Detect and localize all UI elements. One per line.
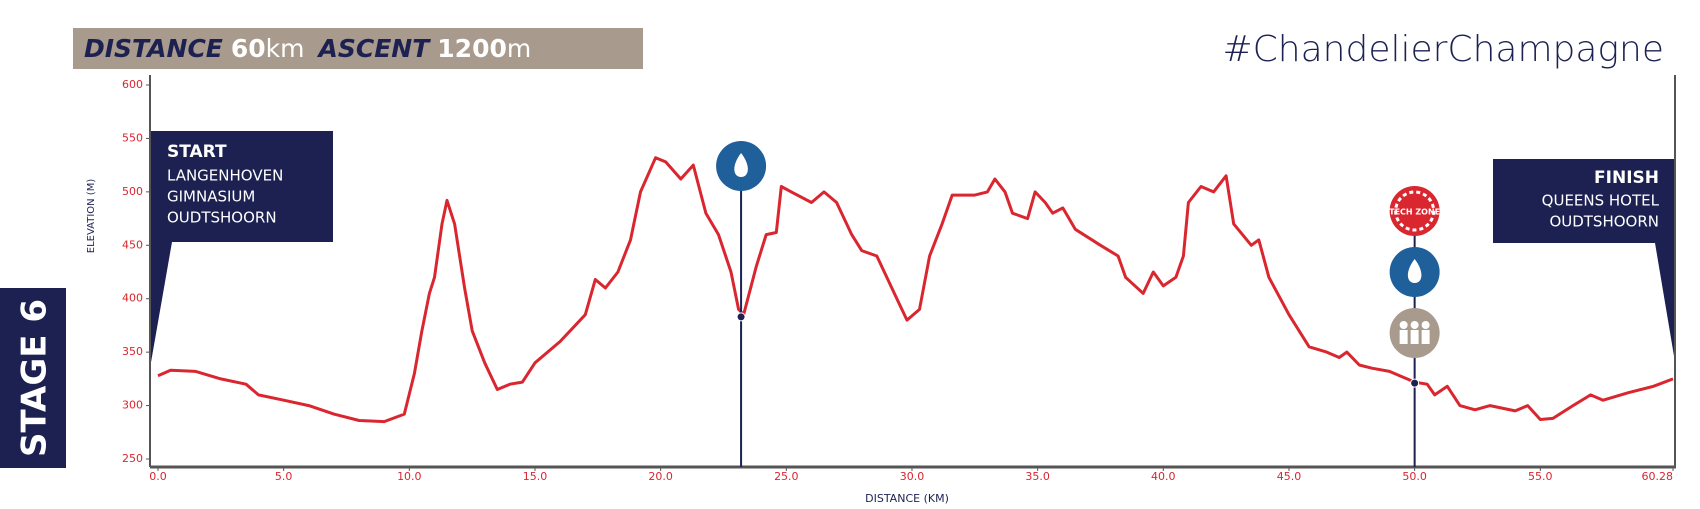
x-tick-label: 60.28 bbox=[1642, 470, 1674, 483]
ascent: 1200 bbox=[437, 34, 507, 63]
x-tick-label: 40.0 bbox=[1151, 470, 1176, 483]
header-bar bbox=[73, 28, 643, 69]
x-tick-label: 10.0 bbox=[397, 470, 422, 483]
y-tick-label: 500 bbox=[122, 185, 143, 198]
finish-title: FINISH bbox=[1594, 168, 1659, 188]
x-tick-label: 20.0 bbox=[648, 470, 673, 483]
y-tick-label: 400 bbox=[122, 292, 143, 305]
ascent-unit: m bbox=[507, 34, 531, 63]
person-head bbox=[1399, 321, 1408, 329]
start-line: LANGENHOVEN bbox=[167, 167, 283, 185]
person-head bbox=[1421, 321, 1430, 329]
y-tick-label: 300 bbox=[122, 399, 143, 412]
tech-zone: TECH ZONE bbox=[1389, 208, 1440, 217]
distance-label: DISTANCE bbox=[84, 34, 223, 63]
y-tick-label: 450 bbox=[122, 238, 143, 251]
y-tick-label: 600 bbox=[122, 78, 143, 91]
person-body bbox=[1399, 330, 1408, 344]
x-tick-label: 30.0 bbox=[900, 470, 925, 483]
hashtag: #ChandelierChampagne bbox=[1222, 29, 1664, 70]
finish-line: QUEENS HOTEL bbox=[1542, 192, 1660, 210]
y-tick-label: 350 bbox=[122, 345, 143, 358]
start-pointer bbox=[150, 242, 172, 368]
drop bbox=[1407, 259, 1422, 283]
y-tick-label: 250 bbox=[122, 452, 143, 465]
start-line: OUDTSHOORN bbox=[167, 209, 277, 227]
stage-box bbox=[0, 288, 66, 468]
marker-point bbox=[1410, 378, 1420, 388]
distance-unit: km bbox=[266, 34, 305, 63]
x-tick-label: 50.0 bbox=[1402, 470, 1427, 483]
x-axis-label: DISTANCE (KM) bbox=[865, 492, 949, 505]
distance: 60 bbox=[231, 34, 266, 63]
start-box bbox=[150, 131, 333, 242]
drop bbox=[734, 153, 748, 177]
x-tick-label: 55.0 bbox=[1528, 470, 1553, 483]
finish-pointer bbox=[1655, 243, 1675, 362]
finish-box bbox=[1493, 159, 1675, 243]
x-tick-label: 25.0 bbox=[774, 470, 799, 483]
person-head bbox=[1410, 321, 1419, 329]
elevation-line bbox=[157, 156, 1674, 424]
marker-point bbox=[736, 312, 746, 322]
person-body bbox=[1421, 330, 1430, 344]
start-line: GIMNASIUM bbox=[167, 188, 255, 206]
finish-line: OUDTSHOORN bbox=[1549, 213, 1659, 231]
header: DISTANCE 60km ASCENT 1200m bbox=[84, 34, 531, 63]
gear bbox=[1394, 190, 1436, 232]
start-title: START bbox=[167, 142, 227, 162]
x-tick-label: 0.0 bbox=[149, 470, 167, 483]
person-body bbox=[1410, 330, 1419, 344]
ascent-label: ASCENT bbox=[317, 34, 432, 63]
x-tick-label: 45.0 bbox=[1277, 470, 1302, 483]
x-tick-label: 35.0 bbox=[1025, 470, 1050, 483]
stage: STAGE 6 bbox=[15, 299, 55, 457]
x-tick-label: 5.0 bbox=[275, 470, 293, 483]
y-axis-label: ELEVATION (M) bbox=[86, 179, 97, 254]
y-tick-label: 550 bbox=[122, 131, 143, 144]
x-tick-label: 15.0 bbox=[523, 470, 548, 483]
